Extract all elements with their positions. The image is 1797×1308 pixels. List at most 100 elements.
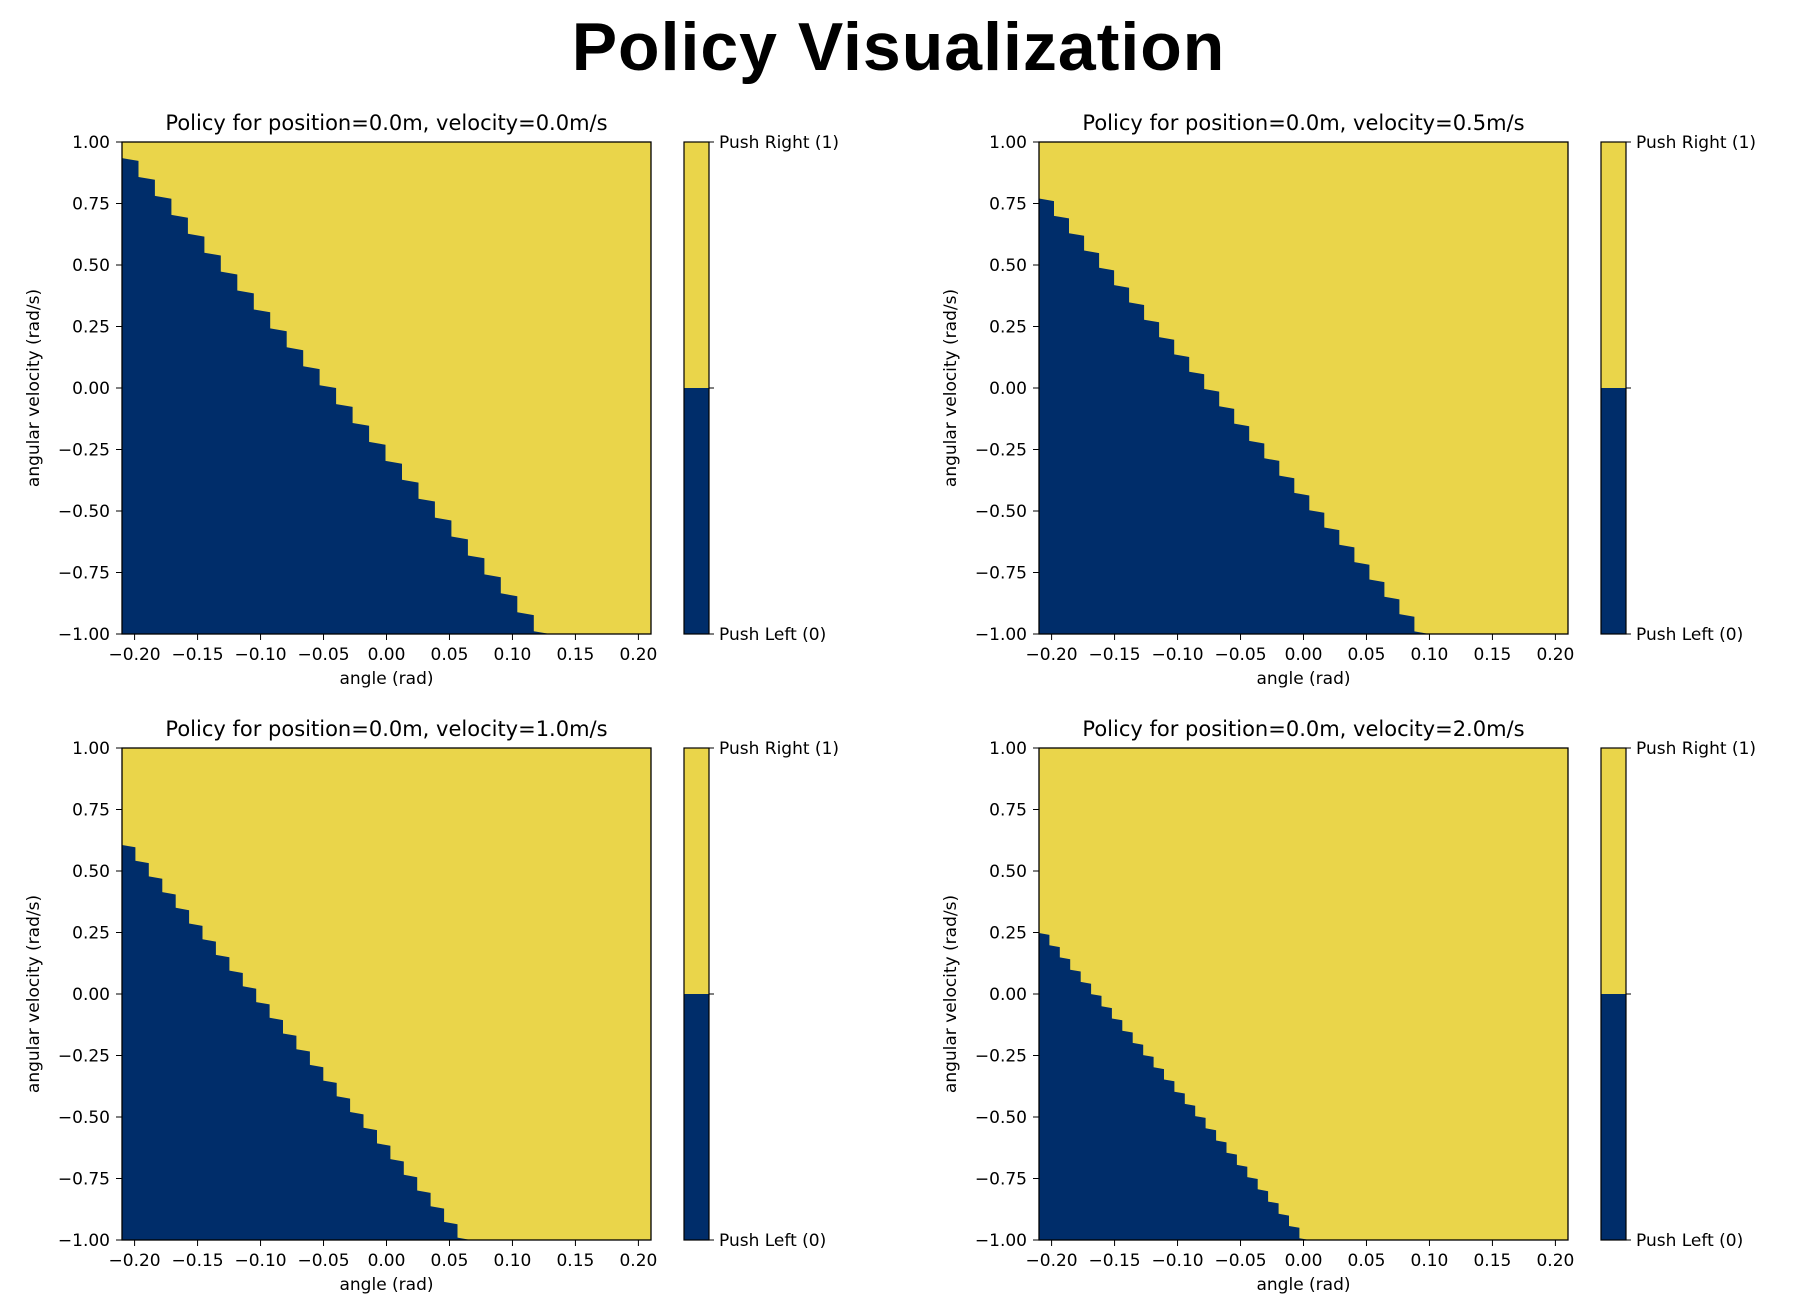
colorbar-push-left: [684, 388, 709, 634]
x-tick-label: 0.10: [1411, 1251, 1449, 1271]
y-tick-label: 0.50: [989, 862, 1027, 882]
x-tick-label: 0.05: [1348, 645, 1386, 665]
colorbar-push-right: [1601, 748, 1626, 994]
colorbar-label-push-right: Push Right (1): [1636, 133, 1756, 153]
x-tick-label: 0.05: [1348, 1251, 1386, 1271]
x-tick-label: 0.15: [1473, 645, 1511, 665]
y-tick-label: 0.50: [989, 256, 1027, 276]
x-tick-label: −0.15: [172, 1251, 224, 1271]
y-tick-label: 0.00: [989, 379, 1027, 399]
colorbar-push-right: [684, 748, 709, 994]
x-tick-label: 0.05: [431, 645, 469, 665]
x-tick-label: 0.20: [619, 1251, 657, 1271]
chart-title: Policy for position=0.0m, velocity=1.0m/…: [165, 717, 607, 741]
y-tick-label: 0.25: [72, 318, 110, 338]
push-left-region: [122, 142, 551, 634]
y-tick-label: −0.25: [975, 441, 1027, 461]
y-tick-label: −1.00: [58, 625, 110, 645]
y-tick-label: 0.75: [989, 195, 1027, 215]
x-tick-label: 0.15: [556, 1251, 594, 1271]
x-tick-label: −0.05: [1214, 1251, 1266, 1271]
y-tick-label: −0.25: [975, 1047, 1027, 1067]
y-tick-label: 0.75: [989, 801, 1027, 821]
y-tick-label: 0.00: [989, 985, 1027, 1005]
x-tick-label: −0.05: [297, 645, 349, 665]
colorbar-label-push-right: Push Right (1): [719, 133, 839, 153]
y-tick-label: −0.50: [975, 502, 1027, 522]
y-axis-label: angular velocity (rad/s): [24, 895, 44, 1093]
y-tick-label: −1.00: [975, 1231, 1027, 1251]
x-tick-label: −0.10: [234, 645, 286, 665]
x-tick-label: 0.10: [494, 1251, 532, 1271]
x-tick-label: −0.15: [1089, 1251, 1141, 1271]
y-tick-label: 0.75: [72, 195, 110, 215]
x-tick-label: −0.20: [109, 1251, 161, 1271]
y-tick-label: −1.00: [975, 625, 1027, 645]
colorbar-label-push-left: Push Left (0): [719, 625, 826, 645]
y-tick-label: −0.50: [975, 1108, 1027, 1128]
y-tick-label: 0.00: [72, 985, 110, 1005]
colorbar-label-push-right: Push Right (1): [719, 739, 839, 759]
y-tick-label: −0.75: [58, 1170, 110, 1190]
x-tick-label: 0.10: [494, 645, 532, 665]
y-tick-label: −0.75: [975, 564, 1027, 584]
colorbar-push-left: [684, 994, 709, 1240]
y-tick-label: 0.00: [72, 379, 110, 399]
colorbar-label-push-left: Push Left (0): [719, 1231, 826, 1251]
colorbar-label-push-right: Push Right (1): [1636, 739, 1756, 759]
chart-title: Policy for position=0.0m, velocity=0.5m/…: [1082, 111, 1524, 135]
x-tick-label: 0.20: [1536, 645, 1574, 665]
x-tick-label: 0.20: [619, 645, 657, 665]
colorbar-push-left: [1601, 994, 1626, 1240]
x-tick-label: 0.05: [431, 1251, 469, 1271]
y-tick-label: 1.00: [72, 133, 110, 153]
x-tick-label: −0.10: [1151, 645, 1203, 665]
x-tick-label: 0.00: [1285, 645, 1323, 665]
x-tick-label: −0.15: [172, 645, 224, 665]
y-tick-label: −0.75: [975, 1170, 1027, 1190]
y-axis-label: angular velocity (rad/s): [941, 289, 961, 487]
x-tick-label: 0.15: [1473, 1251, 1511, 1271]
y-axis-label: angular velocity (rad/s): [941, 895, 961, 1093]
x-tick-label: 0.10: [1411, 645, 1449, 665]
push-left-region: [122, 831, 471, 1240]
colorbar-label-push-left: Push Left (0): [1636, 1231, 1743, 1251]
x-tick-label: −0.20: [109, 645, 161, 665]
x-tick-label: 0.00: [368, 645, 406, 665]
colorbar-push-left: [1601, 388, 1626, 634]
page-title: Policy Visualization: [571, 9, 1226, 85]
x-tick-label: −0.05: [1214, 645, 1266, 665]
colorbar-label-push-left: Push Left (0): [1636, 625, 1743, 645]
y-tick-label: −0.50: [58, 502, 110, 522]
y-tick-label: 0.25: [989, 318, 1027, 338]
y-axis-label: angular velocity (rad/s): [24, 289, 44, 487]
y-tick-label: 0.25: [72, 924, 110, 944]
y-tick-label: −0.50: [58, 1108, 110, 1128]
x-tick-label: 0.15: [556, 645, 594, 665]
y-tick-label: 1.00: [72, 739, 110, 759]
chart-title: Policy for position=0.0m, velocity=2.0m/…: [1082, 717, 1524, 741]
push-left-region: [1039, 922, 1310, 1240]
y-tick-label: 0.25: [989, 924, 1027, 944]
y-tick-label: 1.00: [989, 739, 1027, 759]
x-tick-label: −0.20: [1026, 645, 1078, 665]
y-tick-label: 0.50: [72, 256, 110, 276]
x-tick-label: 0.00: [1285, 1251, 1323, 1271]
x-tick-label: −0.05: [297, 1251, 349, 1271]
y-tick-label: 1.00: [989, 133, 1027, 153]
x-tick-label: −0.10: [1151, 1251, 1203, 1271]
x-tick-label: −0.15: [1089, 645, 1141, 665]
y-tick-label: 0.75: [72, 801, 110, 821]
y-tick-label: −0.75: [58, 564, 110, 584]
x-tick-label: 0.20: [1536, 1251, 1574, 1271]
y-tick-label: −0.25: [58, 1047, 110, 1067]
x-tick-label: −0.20: [1026, 1251, 1078, 1271]
y-tick-label: −1.00: [58, 1231, 110, 1251]
x-tick-label: −0.10: [234, 1251, 286, 1271]
x-tick-label: 0.00: [368, 1251, 406, 1271]
x-axis-label: angle (rad): [1256, 1275, 1350, 1295]
x-axis-label: angle (rad): [1256, 669, 1350, 689]
x-axis-label: angle (rad): [339, 669, 433, 689]
y-tick-label: −0.25: [58, 441, 110, 461]
